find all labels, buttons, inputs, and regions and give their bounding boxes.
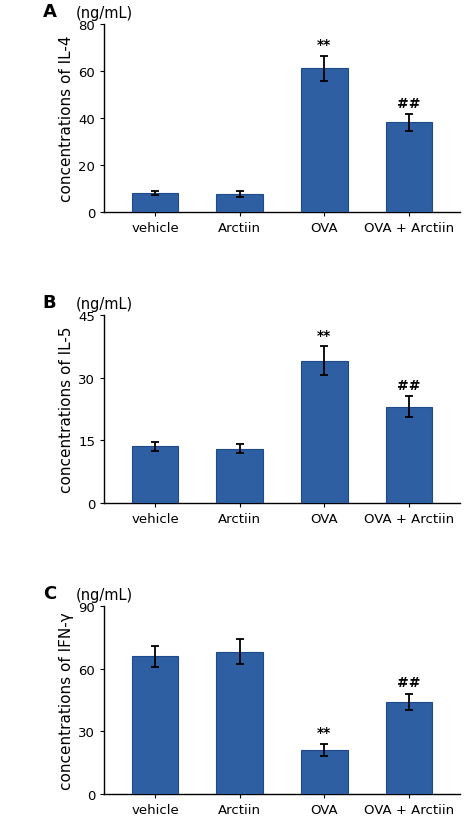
Bar (132, 194, 178, 213)
Bar (132, 447, 178, 503)
Text: ##: ## (397, 97, 421, 110)
Y-axis label: concentrations of IL-5: concentrations of IL-5 (59, 326, 74, 493)
Bar (301, 361, 347, 503)
Text: (ng/mL): (ng/mL) (76, 6, 133, 21)
Text: **: ** (317, 38, 331, 52)
Y-axis label: concentrations of IFN-γ: concentrations of IFN-γ (59, 611, 74, 789)
Text: ##: ## (397, 675, 421, 689)
Text: **: ** (317, 328, 331, 342)
Bar (301, 750, 347, 794)
Bar (217, 653, 263, 794)
Bar (386, 123, 432, 213)
Text: B: B (43, 294, 56, 312)
Text: C: C (43, 584, 56, 602)
Bar (217, 449, 263, 503)
Text: (ng/mL): (ng/mL) (76, 296, 133, 312)
Bar (301, 69, 347, 213)
Text: ##: ## (397, 378, 421, 392)
Bar (386, 702, 432, 794)
Y-axis label: concentrations of IL-4: concentrations of IL-4 (59, 36, 74, 202)
Bar (217, 195, 263, 213)
Text: (ng/mL): (ng/mL) (76, 587, 133, 602)
Text: **: ** (317, 725, 331, 739)
Bar (386, 407, 432, 503)
Bar (132, 657, 178, 794)
Text: A: A (43, 2, 56, 21)
